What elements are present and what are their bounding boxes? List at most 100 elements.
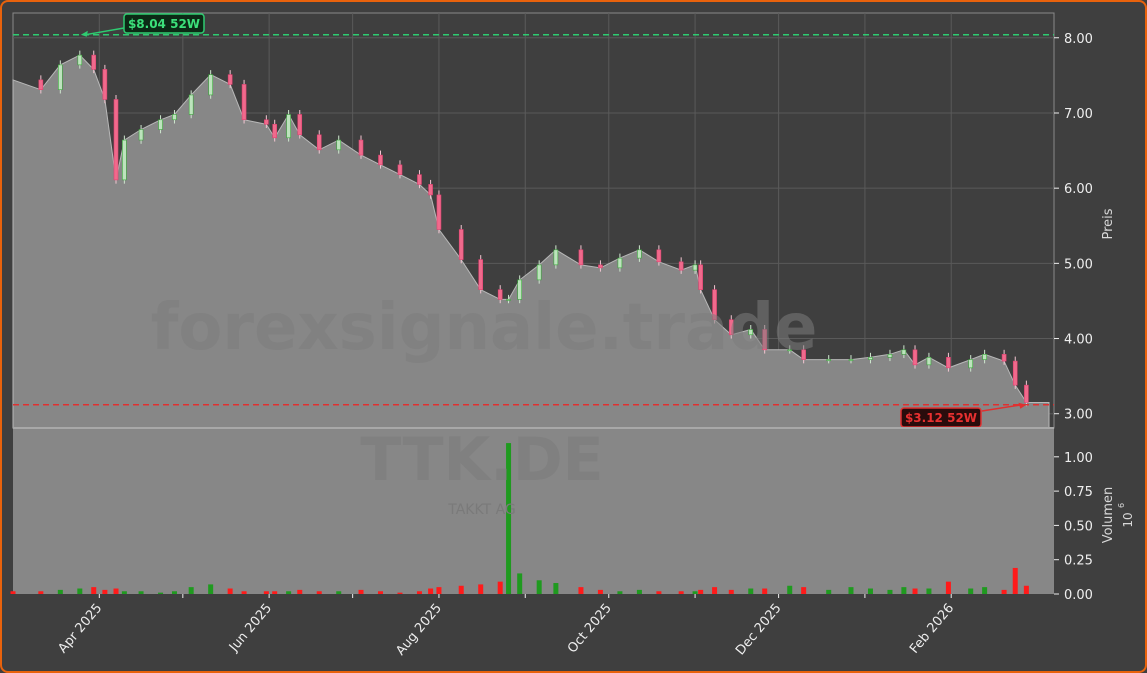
low-52w-arrow xyxy=(981,403,1023,412)
volume-bar xyxy=(712,587,718,594)
x-tick-label: Jun 2025 xyxy=(226,601,275,655)
volume-bar xyxy=(656,591,662,594)
price-tick-label: 4.00 xyxy=(1064,333,1093,348)
candle-body xyxy=(946,357,951,369)
volume-bar xyxy=(121,591,127,594)
volume-unit-base: 10 xyxy=(1121,512,1135,527)
volume-bar xyxy=(297,589,303,594)
candle-body xyxy=(172,114,177,121)
candle-body xyxy=(848,359,854,361)
candle-body xyxy=(113,99,119,181)
volume-bar xyxy=(887,589,893,594)
volume-bar xyxy=(1023,585,1029,594)
volume-tick-label: 0.25 xyxy=(1064,554,1093,569)
volume-bar xyxy=(102,589,108,594)
candle-body xyxy=(982,354,987,360)
volume-bar xyxy=(57,589,63,594)
volume-bar xyxy=(926,588,932,594)
low-52w-arrowhead xyxy=(1018,402,1027,409)
volume-bar xyxy=(241,591,247,594)
volume-tick-label: 0.75 xyxy=(1064,485,1093,500)
candle-body xyxy=(1012,360,1018,386)
candle-body xyxy=(826,359,832,361)
volume-bar xyxy=(912,588,918,594)
price-tick-label: 7.00 xyxy=(1064,107,1093,122)
site-watermark: forexsignale.trade xyxy=(151,291,818,365)
candle-body xyxy=(712,289,717,321)
price-tick-label: 6.00 xyxy=(1064,182,1093,197)
volume-bar xyxy=(272,591,278,594)
high-52w-label: $8.04 52W xyxy=(128,17,200,31)
volume-panel xyxy=(10,427,1054,594)
candle-body xyxy=(578,249,584,266)
price-tick-label: 8.00 xyxy=(1064,32,1093,47)
candle-body xyxy=(926,357,932,366)
volume-bar xyxy=(945,581,951,594)
candle-body xyxy=(887,354,893,358)
volume-bar xyxy=(982,587,988,594)
candle-body xyxy=(901,349,907,355)
volume-bar xyxy=(436,587,442,594)
volume-bar xyxy=(536,580,542,594)
volume-tick-label: 0.50 xyxy=(1064,519,1093,534)
candle-body xyxy=(678,261,684,271)
volume-bar xyxy=(38,591,44,594)
candle-body xyxy=(138,129,144,141)
candle-body xyxy=(1024,384,1029,403)
company-watermark: TAKKT AG xyxy=(447,502,516,518)
volume-plot-background xyxy=(13,428,1054,594)
volume-bar xyxy=(578,587,584,594)
high-52w-arrowhead xyxy=(80,30,88,37)
volume-bar xyxy=(227,588,233,594)
candle-body xyxy=(787,349,793,352)
candle-body xyxy=(316,134,322,151)
candle-body xyxy=(698,264,703,290)
volume-bar xyxy=(478,584,484,594)
candle-body xyxy=(208,74,213,96)
candle-body xyxy=(188,94,194,115)
volume-tick-label: 1.00 xyxy=(1064,451,1093,466)
volume-bar xyxy=(397,592,403,594)
candle-body xyxy=(272,123,277,139)
volume-bar xyxy=(787,585,793,594)
candle-body xyxy=(968,359,973,369)
x-tick-label: Aug 2025 xyxy=(393,601,445,659)
volume-bar xyxy=(1012,567,1018,594)
candle-body xyxy=(656,249,662,263)
volume-bar xyxy=(636,589,642,594)
candle-body xyxy=(762,329,767,351)
candle-body xyxy=(122,139,127,181)
price-axis-label: Preis xyxy=(1101,208,1116,239)
candle-body xyxy=(227,74,233,85)
volume-unit-exponent: 6 xyxy=(1117,503,1126,508)
volume-bar xyxy=(158,592,164,594)
volume-bar xyxy=(748,588,754,594)
volume-bar xyxy=(316,591,322,594)
x-tick-label: Oct 2025 xyxy=(565,601,615,656)
candle-body xyxy=(102,69,108,100)
candle-body xyxy=(241,84,247,121)
volume-bar xyxy=(208,584,214,594)
volume-bar xyxy=(801,587,807,594)
price-tick-label: 3.00 xyxy=(1064,408,1093,423)
candle-body xyxy=(436,194,442,230)
volume-bar xyxy=(171,591,177,594)
volume-bar xyxy=(848,587,854,594)
candle-body xyxy=(428,184,433,196)
candle-body xyxy=(297,114,303,136)
volume-tick-label: 0.00 xyxy=(1064,588,1093,603)
candle-body xyxy=(748,329,754,336)
candle-body xyxy=(478,259,484,290)
candle-body xyxy=(617,257,623,269)
volume-bar xyxy=(762,588,768,594)
volume-bar xyxy=(113,588,119,594)
volume-bar xyxy=(1001,589,1007,594)
x-tick-label: Dec 2025 xyxy=(733,601,785,658)
candle-body xyxy=(58,64,63,90)
candle-body xyxy=(158,119,163,130)
volume-bar xyxy=(358,589,364,594)
volume-bar xyxy=(10,591,16,594)
candle-body xyxy=(868,357,873,360)
volume-bar xyxy=(286,591,292,594)
